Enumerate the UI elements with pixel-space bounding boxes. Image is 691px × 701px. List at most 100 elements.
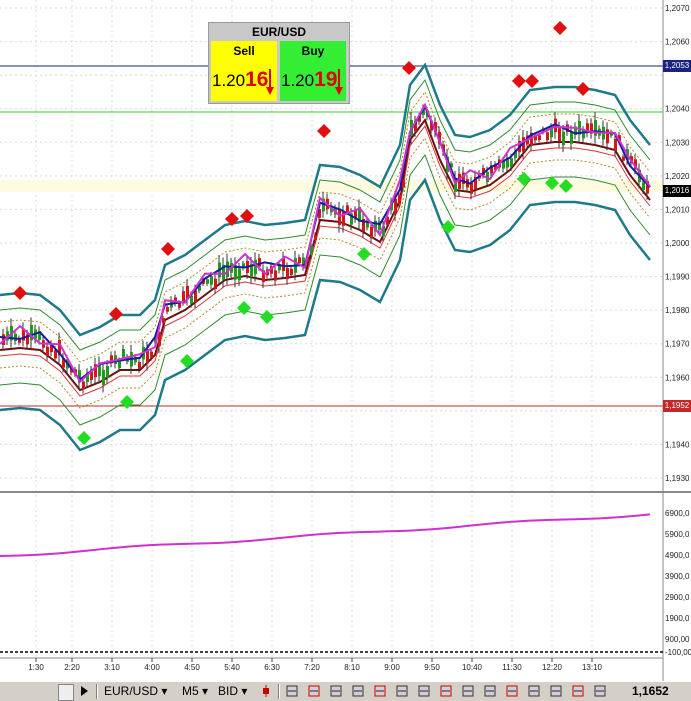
chart-toolbar: EUR/USD ▾ M5 ▾ BID ▾ 1,1652: [0, 681, 691, 701]
sell-button[interactable]: Sell 1.2016: [211, 41, 277, 101]
candle-body: [358, 206, 361, 222]
color-icon[interactable]: [550, 685, 562, 697]
candle-body: [38, 330, 41, 340]
volume-tick-label: 1900,0: [665, 614, 690, 623]
candle-body: [470, 182, 473, 194]
candle-body: [190, 295, 193, 304]
candle-body: [342, 212, 345, 226]
text-icon[interactable]: [396, 685, 408, 697]
price-tick-label: 1,2030: [665, 138, 690, 147]
circle-icon[interactable]: [484, 685, 496, 697]
grid-icon[interactable]: [374, 685, 386, 697]
candle-body: [506, 157, 509, 168]
time-tick-label: 5:40: [224, 663, 240, 672]
settings-icon[interactable]: [528, 685, 540, 697]
mid-average: [0, 124, 651, 397]
quote-symbol: EUR/USD: [251, 25, 306, 39]
price-tick-label: 1,2060: [665, 38, 690, 47]
nav-back-button[interactable]: [58, 684, 74, 701]
price-tick-label: 1,1980: [665, 306, 690, 315]
candle-body: [318, 209, 321, 218]
buy-signal-marker: [237, 301, 251, 315]
buy-price-pips: 19: [314, 68, 338, 91]
candle-body: [250, 263, 253, 278]
candle-body: [226, 261, 229, 278]
zoom-icon[interactable]: [418, 685, 430, 697]
candle-body: [174, 297, 177, 304]
price-tick-label: 1,2070: [665, 4, 690, 13]
bollinger-bands: [0, 62, 651, 452]
buy-signal-marker: [441, 220, 455, 234]
candle-body: [22, 328, 25, 341]
candle-body: [198, 285, 201, 291]
candle-body: [262, 270, 265, 283]
candle-body: [350, 213, 353, 225]
candle-icon[interactable]: [260, 685, 272, 697]
print-icon[interactable]: [594, 685, 606, 697]
candle-body: [582, 130, 585, 139]
symbol-dropdown[interactable]: EUR/USD ▾: [104, 684, 168, 698]
candle-body: [574, 126, 577, 136]
candle-body: [46, 346, 49, 356]
upper-dotted-band: [0, 90, 651, 363]
pointer-icon[interactable]: [440, 685, 452, 697]
candle-body: [282, 258, 285, 271]
volume-line: [0, 513, 651, 557]
candle-body: [122, 348, 125, 358]
candle-body: [614, 138, 617, 151]
buy-label: Buy: [301, 44, 325, 58]
candle-body: [458, 173, 461, 189]
pencil-icon[interactable]: [462, 685, 474, 697]
candle-body: [422, 107, 425, 115]
timeframe-dropdown[interactable]: M5 ▾: [182, 684, 209, 698]
sell-signal-marker: [13, 286, 27, 300]
candle-body: [606, 129, 609, 144]
volume-tick-label: 3900,0: [665, 572, 690, 581]
lower-band-inner: [0, 153, 651, 426]
refresh-icon[interactable]: [572, 685, 584, 697]
crosshair-icon[interactable]: [308, 685, 320, 697]
candle-body: [82, 381, 85, 390]
candlesticks: [0, 102, 651, 394]
time-tick-label: 7:20: [304, 663, 320, 672]
price-type-dropdown[interactable]: BID ▾: [218, 684, 248, 698]
arrow-icon[interactable]: [506, 685, 518, 697]
play-icon[interactable]: [78, 685, 90, 697]
time-tick-label: 10:40: [462, 663, 483, 672]
candle-body: [62, 358, 65, 368]
hbar-icon[interactable]: [330, 685, 342, 697]
price-tick-label: 1,1970: [665, 340, 690, 349]
sell-signal-marker: [576, 82, 590, 96]
candle-body: [254, 259, 257, 275]
candle-body: [242, 263, 245, 269]
price-tick-label: 1,1930: [665, 474, 690, 483]
time-tick-label: 11:30: [502, 663, 522, 672]
candle-body: [146, 349, 149, 364]
toolbar-separator: [96, 684, 98, 699]
candle-body: [6, 331, 9, 341]
slow-moving-average: [0, 117, 651, 392]
candle-body: [94, 364, 97, 378]
price-tick-label: 1,2020: [665, 172, 690, 181]
candle-body: [454, 177, 457, 193]
time-tick-label: 9:50: [424, 663, 440, 672]
volume-tick-label: 5900,0: [665, 530, 690, 539]
candle-body: [394, 198, 397, 214]
buy-price-prefix: 1.20: [281, 71, 315, 90]
candle-body: [210, 276, 213, 285]
candle-body: [382, 226, 385, 237]
candle-body: [238, 268, 241, 281]
vline-icon[interactable]: [352, 685, 364, 697]
candle-icon[interactable]: [286, 685, 298, 697]
candle-body: [106, 366, 109, 378]
sell-signal-marker: [512, 74, 526, 88]
sell-signal-marker: [317, 124, 331, 138]
buy-button[interactable]: Buy 1.2019: [280, 41, 346, 101]
candle-body: [26, 334, 29, 345]
candle-body: [514, 151, 517, 159]
candle-body: [570, 131, 573, 144]
quote-widget: EUR/USD Sell 1.2016 Buy 1.2019: [208, 22, 350, 104]
sell-price-prefix: 1.20: [212, 71, 246, 90]
current-price-zone: [0, 180, 663, 192]
